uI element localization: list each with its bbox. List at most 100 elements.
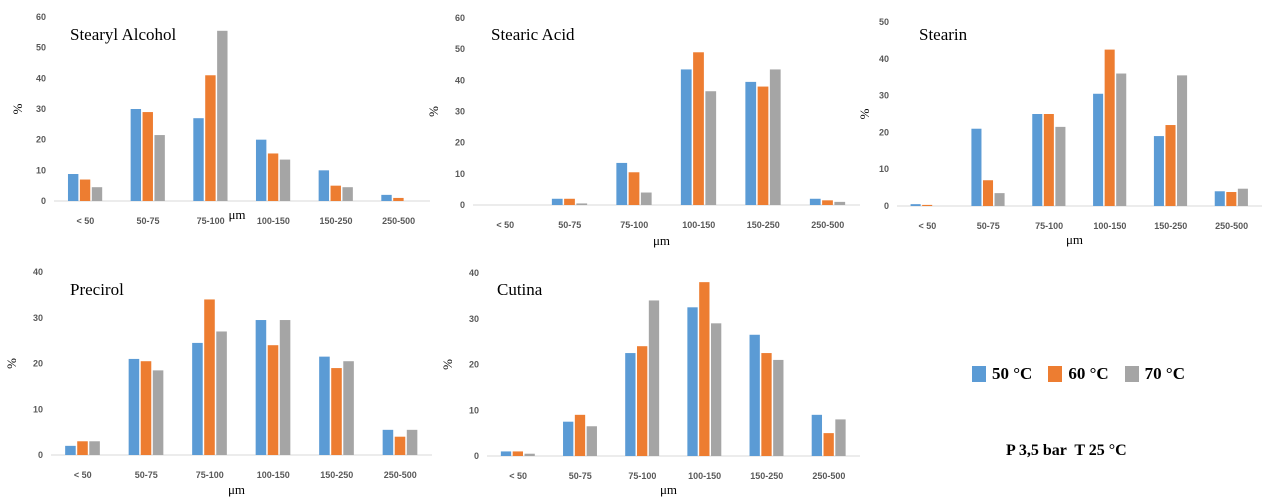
bar [811,414,823,456]
y-tick-label: 40 [33,267,43,277]
bar [710,323,722,456]
y-tick-label: 10 [879,164,889,174]
y-tick-label: 20 [33,359,43,369]
bar [1226,192,1237,206]
bar [79,179,91,201]
x-tick-label: 75-100 [197,216,225,226]
y-tick-label: 40 [36,73,46,83]
bar [319,356,330,455]
legend-item-50: 50 °C [972,364,1032,384]
y-tick-label: 10 [33,404,43,414]
x-tick-label: 75-100 [620,220,648,230]
bar [687,307,698,456]
x-tick-label: 250-500 [1215,221,1248,231]
x-tick-label: 150-250 [319,216,352,226]
bar [749,334,760,456]
bar [89,441,100,455]
bar [267,345,279,455]
bar [393,197,404,201]
legend-swatch-50 [972,366,986,382]
bar [1153,136,1164,206]
y-axis-label: % [4,358,19,369]
bar [255,320,267,455]
bar [834,201,846,205]
y-tick-label: 20 [36,135,46,145]
bar [1177,75,1188,206]
y-tick-label: 20 [469,360,479,370]
bar [318,170,330,201]
bar [574,414,586,456]
x-tick-label: 250-500 [811,220,844,230]
legend-label-60: 60 °C [1068,364,1109,383]
y-tick-label: 40 [455,75,465,85]
x-tick-label: 100-150 [257,216,290,226]
legend-swatch-60 [1048,366,1063,382]
x-axis-label: μm [653,233,670,248]
x-tick-label: 250-500 [812,471,845,481]
conditions-label: P 3,5 bar T 25 °C [1006,442,1127,460]
bar [204,299,215,455]
bar [982,180,994,206]
bar [551,198,563,205]
y-tick-label: 0 [460,200,465,210]
bar [154,135,165,201]
x-tick-label: 75-100 [1035,221,1063,231]
bar [994,193,1005,206]
bar [1104,49,1115,206]
bar [406,429,418,455]
x-axis-label: μm [228,482,245,497]
chart-title: Stearic Acid [491,25,575,44]
y-axis-label: % [857,108,872,119]
bar [564,198,575,205]
bar [77,441,88,455]
bar [279,159,291,201]
bar [91,187,103,201]
bar [130,109,142,201]
bar [640,192,652,205]
x-tick-label: < 50 [74,470,92,480]
x-tick-label: < 50 [919,221,937,231]
bar [809,198,821,205]
x-tick-label: 150-250 [1154,221,1187,231]
bar [637,346,648,456]
x-tick-label: 150-250 [750,471,783,481]
y-tick-label: 50 [879,17,889,27]
bar [563,421,574,456]
y-tick-label: 30 [36,104,46,114]
y-tick-label: 10 [469,405,479,415]
bar [152,370,164,455]
legend-label-50: 50 °C [992,364,1033,383]
bar [1214,191,1225,206]
bar [1237,188,1248,206]
bar [648,300,660,456]
bar [343,361,354,455]
chart-title: Precirol [70,280,124,299]
bar [625,353,636,456]
x-axis-label: μm [1066,232,1083,247]
y-tick-label: 50 [455,44,465,54]
bar [128,358,140,455]
bar [628,172,640,205]
bar [745,81,757,205]
bar [193,118,204,201]
bar [342,187,353,201]
y-tick-label: 0 [474,451,479,461]
y-axis-label: % [10,103,25,114]
temperature-text: T 25 °C [1074,442,1127,459]
bar [330,185,341,201]
legend-item-70: 70 °C [1124,364,1185,384]
bar [382,429,394,455]
bar [822,200,833,205]
bar [500,451,512,456]
bar [512,451,523,456]
y-tick-label: 30 [33,313,43,323]
y-tick-label: 30 [879,91,889,101]
bar [1032,114,1043,206]
bar [1116,73,1127,207]
bar [769,69,781,205]
y-axis-label: % [426,106,441,117]
legend: 50 °C 60 °C 70 °C [972,364,1185,384]
x-tick-label: 250-500 [384,470,417,480]
x-tick-label: 50-75 [135,470,158,480]
